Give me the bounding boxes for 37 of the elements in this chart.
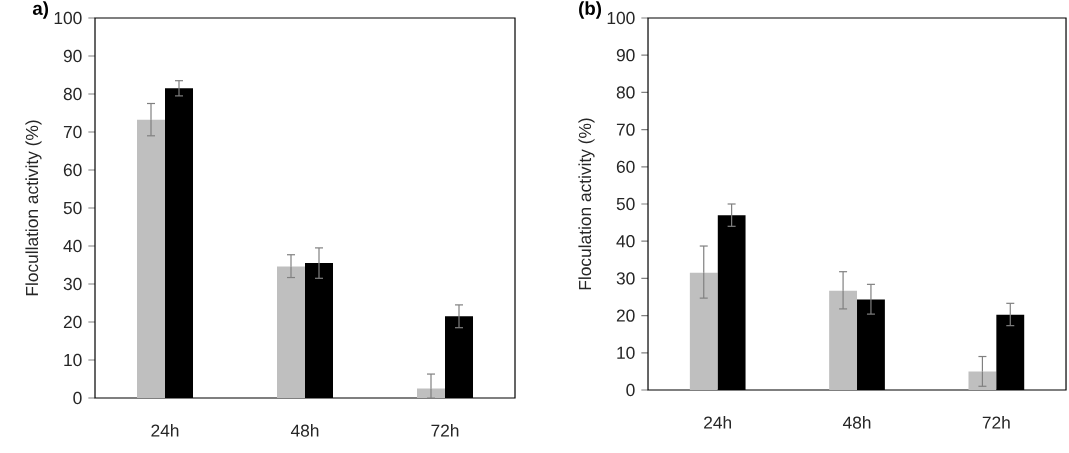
y-tick-label: 30 bbox=[616, 272, 635, 285]
y-tick-label: 0 bbox=[73, 391, 82, 405]
bar bbox=[417, 388, 445, 398]
chart-title: a) bbox=[32, 1, 49, 19]
y-tick-label: 10 bbox=[64, 353, 82, 367]
y-tick-label: 60 bbox=[616, 160, 635, 173]
y-tick-label: 80 bbox=[616, 86, 635, 99]
y-tick-label: 70 bbox=[63, 125, 82, 139]
y-tick-label: 40 bbox=[616, 235, 635, 248]
x-tick-label: 72h bbox=[982, 416, 1010, 429]
bar bbox=[137, 119, 165, 398]
y-tick-label: 30 bbox=[63, 277, 82, 291]
x-tick-label: 48h bbox=[842, 416, 871, 429]
x-tick-label: 24h bbox=[704, 416, 731, 429]
y-axis-title: Floculation activity (%) bbox=[578, 118, 595, 290]
x-tick-label: 48h bbox=[290, 424, 319, 437]
bar bbox=[689, 272, 718, 390]
x-tick-label: 24h bbox=[151, 424, 179, 437]
y-tick-label: 90 bbox=[63, 49, 82, 63]
y-tick-label: 90 bbox=[616, 49, 635, 62]
y-tick-label: 20 bbox=[616, 309, 635, 322]
y-tick-label: 50 bbox=[63, 201, 82, 215]
y-tick-label: 20 bbox=[63, 315, 82, 329]
y-tick-label: 40 bbox=[63, 239, 82, 253]
y-tick-label: 10 bbox=[617, 346, 635, 359]
y-tick-label: 60 bbox=[63, 163, 82, 177]
chart-title: (b) bbox=[579, 1, 602, 19]
bar bbox=[277, 266, 305, 398]
y-axis-title: Flocullation activity (%) bbox=[25, 120, 42, 296]
bar bbox=[829, 290, 858, 390]
y-tick-label: 0 bbox=[626, 383, 635, 397]
x-tick-label: 72h bbox=[431, 424, 459, 437]
y-tick-label: 100 bbox=[607, 11, 635, 25]
y-tick-label: 100 bbox=[54, 11, 82, 25]
y-tick-label: 70 bbox=[616, 123, 635, 136]
y-tick-label: 50 bbox=[616, 197, 635, 211]
y-tick-label: 80 bbox=[63, 87, 82, 101]
